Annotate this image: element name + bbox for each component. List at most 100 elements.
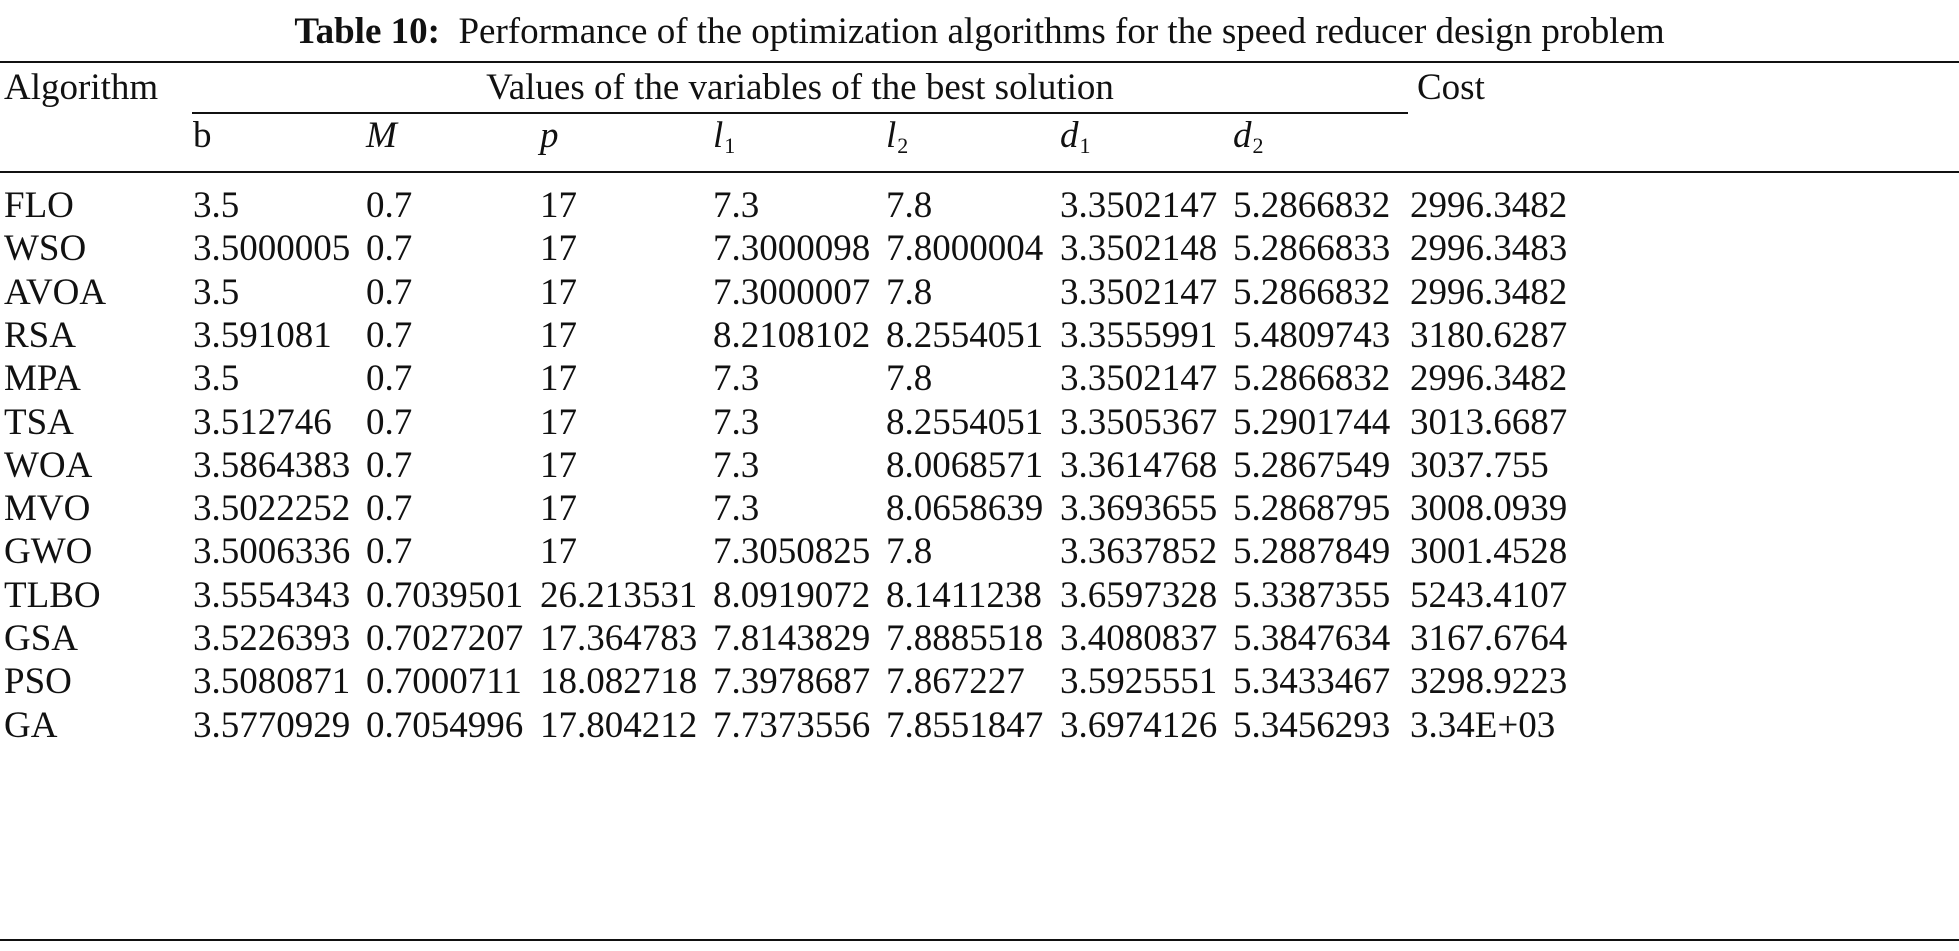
- value-cell: 0.7000711: [366, 661, 522, 703]
- algorithm-name: GA: [4, 704, 58, 746]
- value-cell: 3.512746: [193, 401, 332, 443]
- value-cell: 7.867227: [886, 661, 1025, 703]
- value-cell: 8.0658639: [886, 488, 1044, 530]
- variable-header-m: M: [366, 114, 397, 158]
- cost-cell: 3001.4528: [1410, 531, 1568, 573]
- value-cell: 8.0919072: [713, 574, 871, 616]
- variable-symbol: M: [366, 115, 397, 156]
- group-rule: [192, 112, 1408, 114]
- value-cell: 3.6597328: [1060, 574, 1218, 616]
- cost-cell: 3180.6287: [1410, 314, 1568, 356]
- header-cost: Cost: [1417, 67, 1485, 108]
- variable-symbol: l: [713, 115, 724, 156]
- value-cell: 0.7: [366, 314, 413, 356]
- caption-text: Performance of the optimization algorith…: [458, 11, 1665, 52]
- value-cell: 7.3: [713, 444, 760, 486]
- bottom-rule: [0, 939, 1959, 941]
- value-cell: 3.5022252: [193, 488, 351, 530]
- variable-subscript: 1: [1079, 133, 1091, 158]
- value-cell: 5.2887849: [1233, 531, 1391, 573]
- value-cell: 3.5006336: [193, 531, 351, 573]
- header-algorithm: Algorithm: [4, 67, 159, 108]
- table-row: PSO 3.5080871 0.7000711 18.082718 7.3978687 7…: [0, 660, 1959, 703]
- value-cell: 3.5: [193, 271, 240, 313]
- variable-subscript: 1: [724, 133, 736, 158]
- value-cell: 3.5: [193, 358, 240, 400]
- table-row: MVO 3.5022252 0.7 17 7.3 8.0658639 3.3693655 5.…: [0, 487, 1959, 530]
- algorithm-name: GSA: [4, 618, 79, 659]
- variable-header-l1: l1: [713, 114, 735, 168]
- algorithm-name: WOA: [4, 444, 93, 486]
- value-cell: 7.3: [713, 488, 760, 530]
- top-rule: [0, 61, 1959, 63]
- value-cell: 3.3502147: [1060, 271, 1218, 313]
- algorithm-name: TLBO: [4, 574, 101, 616]
- variable-header-p: p: [540, 114, 559, 158]
- variable-symbol: d: [1060, 115, 1079, 156]
- value-cell: 0.7054996: [366, 704, 524, 746]
- value-cell: 17: [540, 531, 577, 573]
- table-row: MPA 3.5 0.7 17 7.3 7.8 3.3502147 5.2866832 2996.…: [0, 357, 1959, 400]
- value-cell: 7.3000098: [713, 228, 871, 270]
- value-cell: 3.3693655: [1060, 488, 1218, 530]
- value-cell: 7.8885518: [886, 618, 1044, 659]
- value-cell: 7.8: [886, 185, 933, 226]
- value-cell: 3.5000005: [193, 228, 351, 270]
- value-cell: 5.2866832: [1233, 185, 1391, 226]
- value-cell: 8.2554051: [886, 314, 1044, 356]
- algorithm-name: WSO: [4, 228, 87, 270]
- algorithm-name: MPA: [4, 358, 81, 400]
- value-cell: 8.0068571: [886, 444, 1044, 486]
- algorithm-name: PSO: [4, 661, 72, 703]
- value-cell: 3.3502147: [1060, 185, 1218, 226]
- value-cell: 7.8: [886, 531, 933, 573]
- value-cell: 7.8000004: [886, 228, 1044, 270]
- value-cell: 0.7: [366, 401, 413, 443]
- value-cell: 17: [540, 444, 577, 486]
- value-cell: 3.5226393: [193, 618, 351, 659]
- variable-subscript: 2: [897, 133, 909, 158]
- value-cell: 17: [540, 228, 577, 270]
- value-cell: 17: [540, 314, 577, 356]
- value-cell: 5.3387355: [1233, 574, 1391, 616]
- value-cell: 5.2866832: [1233, 271, 1391, 313]
- algorithm-name: FLO: [4, 185, 74, 226]
- value-cell: 3.3555991: [1060, 314, 1218, 356]
- value-cell: 3.6974126: [1060, 704, 1218, 746]
- value-cell: 5.3456293: [1233, 704, 1391, 746]
- header-variables-group: Values of the variables of the best solu…: [486, 67, 1114, 108]
- value-cell: 3.3614768: [1060, 444, 1218, 486]
- value-cell: 3.5925551: [1060, 661, 1218, 703]
- table-row: GSA 3.5226393 0.7027207 17.364783 7.8143829 7…: [0, 617, 1959, 660]
- cost-cell: 2996.3482: [1410, 271, 1568, 313]
- value-cell: 17: [540, 488, 577, 530]
- algorithm-name: TSA: [4, 401, 74, 443]
- header-bottom-rule: [0, 171, 1959, 173]
- value-cell: 8.2108102: [713, 314, 871, 356]
- value-cell: 17.364783: [540, 618, 698, 659]
- value-cell: 3.4080837: [1060, 618, 1218, 659]
- table-row: GA 3.5770929 0.7054996 17.804212 7.7373556 7.…: [0, 704, 1959, 747]
- cost-cell: 5243.4107: [1410, 574, 1568, 616]
- cost-cell: 3.34E+03: [1410, 704, 1556, 746]
- value-cell: 17: [540, 401, 577, 443]
- value-cell: 3.5770929: [193, 704, 351, 746]
- variable-symbol: d: [1233, 115, 1252, 156]
- cost-cell: 2996.3482: [1410, 185, 1568, 226]
- value-cell: 5.2901744: [1233, 401, 1391, 443]
- value-cell: 17: [540, 358, 577, 400]
- value-cell: 7.3050825: [713, 531, 871, 573]
- value-cell: 7.8143829: [713, 618, 871, 659]
- table-row: TSA 3.512746 0.7 17 7.3 8.2554051 3.3505367 5.2…: [0, 401, 1959, 444]
- value-cell: 3.3505367: [1060, 401, 1218, 443]
- value-cell: 17.804212: [540, 704, 698, 746]
- value-cell: 3.3502147: [1060, 358, 1218, 400]
- value-cell: 5.2867549: [1233, 444, 1391, 486]
- table-row: FLO 3.5 0.7 17 7.3 7.8 3.3502147 5.2866832 2996.…: [0, 184, 1959, 227]
- algorithm-name: RSA: [4, 314, 76, 356]
- algorithm-name: GWO: [4, 531, 93, 573]
- variable-header-l2: l2: [886, 114, 908, 168]
- cost-cell: 3037.755: [1410, 444, 1549, 486]
- table-row: WSO 3.5000005 0.7 17 7.3000098 7.8000004 3.350…: [0, 227, 1959, 270]
- variable-header-d2: d2: [1233, 114, 1264, 168]
